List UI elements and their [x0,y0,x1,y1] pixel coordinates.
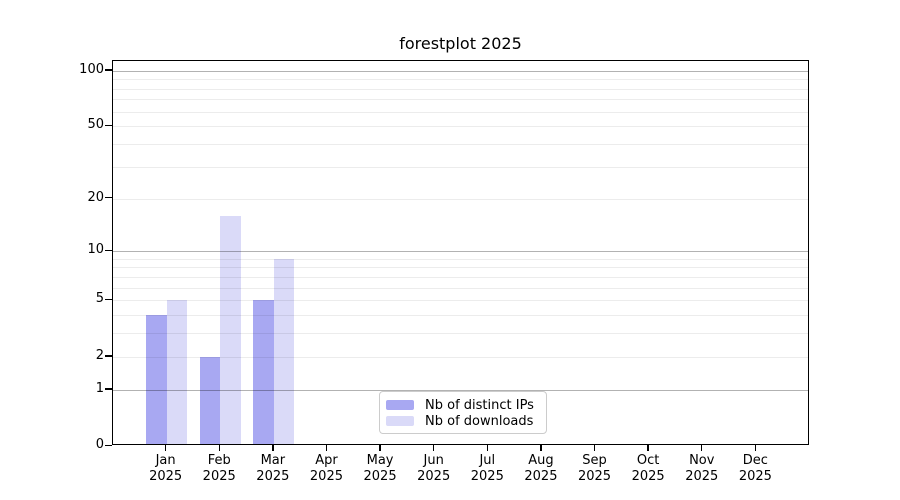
gridline-minor-20 [113,198,808,200]
y-tick-label-10: 10 [87,242,104,258]
x-tick-month: Jul [479,453,496,468]
bar-downloads-feb [220,215,241,444]
x-tick-year: 2025 [309,469,343,484]
bar-downloads-mar [273,258,295,444]
gridline-minor-60 [113,111,808,113]
gridline-minor-7 [113,276,808,278]
x-tick-mark-mar [272,445,274,451]
y-tick-mark-2 [105,355,112,357]
bar-distinct-ips-feb [199,356,221,444]
chart-title: forestplot 2025 [399,34,522,53]
x-tick-year: 2025 [363,469,397,484]
gridline-minor-40 [113,144,808,146]
gridline-minor-9 [113,258,808,260]
legend-swatch-distinct-ips [386,400,414,410]
x-tick-label-mar: Mar 2025 [233,453,313,485]
x-tick-year: 2025 [149,469,183,484]
x-tick-label-sep: Sep 2025 [555,453,635,485]
x-tick-year: 2025 [577,469,612,484]
gridline-minor-90 [113,79,808,81]
x-tick-mark-feb [218,445,220,451]
x-tick-label-nov: Nov 2025 [662,453,742,485]
plot-area [112,60,809,445]
bar-distinct-ips-jan [146,315,167,444]
x-tick-label-dec: Dec 2025 [715,453,795,485]
x-tick-label-jul: Jul 2025 [447,453,527,485]
y-tick-mark-0 [105,444,112,446]
x-tick-month: Dec [742,453,768,468]
x-tick-month: Mar [260,453,286,468]
x-tick-label-apr: Apr 2025 [286,453,366,485]
y-tick-label-0: 0 [95,437,104,452]
x-tick-month: Jun [423,453,444,468]
x-tick-mark-apr [325,445,328,451]
x-tick-year: 2025 [470,469,504,484]
x-tick-mark-aug [540,445,542,451]
y-tick-mark-20 [105,197,112,199]
y-tick-label-50: 50 [87,117,104,133]
legend-label-distinct-ips: Nb of distinct IPs [425,397,534,413]
x-tick-mark-sep [593,445,596,451]
x-tick-year: 2025 [631,469,665,484]
x-tick-label-oct: Oct 2025 [608,453,688,485]
x-tick-month: Aug [528,453,554,468]
x-tick-mark-jun [432,445,435,451]
x-tick-label-feb: Feb 2025 [179,453,259,485]
gridline-minor-3 [113,333,808,335]
y-tick-mark-100 [105,69,112,71]
gridline-minor-70 [113,99,808,101]
y-tick-label-2: 2 [95,347,104,363]
gridline-minor-6 [113,287,808,289]
x-tick-label-may: May 2025 [340,453,420,485]
x-tick-year: 2025 [524,469,558,484]
gridline-major-1 [113,389,808,391]
x-tick-year: 2025 [685,469,719,484]
y-tick-label-20: 20 [87,189,104,205]
x-tick-year: 2025 [738,469,772,484]
x-tick-year: 2025 [256,469,290,484]
legend-label-downloads: Nb of downloads [425,413,534,429]
x-tick-month: Feb [207,453,231,468]
gridline-minor-2 [113,356,808,358]
x-tick-label-aug: Aug 2025 [501,453,581,485]
x-tick-mark-nov [701,445,703,451]
y-tick-label-100: 100 [79,61,104,77]
y-tick-mark-10 [105,249,112,251]
x-tick-year: 2025 [202,469,236,484]
x-tick-mark-dec [754,445,757,451]
x-tick-month: Apr [315,453,338,468]
x-tick-label-jan: Jan 2025 [126,453,206,485]
x-tick-mark-jul [486,445,488,451]
y-tick-mark-50 [105,124,112,127]
x-tick-month: Oct [636,453,660,468]
x-tick-mark-jan [164,445,167,451]
x-tick-label-jun: Jun 2025 [394,453,474,485]
x-tick-month: May [366,453,394,468]
x-tick-mark-may [379,445,381,451]
legend-item-downloads: Nb of downloads [386,413,538,429]
y-tick-mark-1 [105,388,112,390]
gridline-major-100 [113,70,808,72]
legend-swatch-downloads [386,416,414,426]
gridline-minor-50 [113,126,808,128]
gridline-minor-5 [113,300,808,302]
y-tick-label-1: 1 [95,380,104,396]
y-tick-label-5: 5 [95,291,104,307]
x-tick-mark-oct [647,445,649,451]
x-tick-month: Sep [582,453,607,468]
x-tick-month: Jan [155,453,176,468]
x-tick-month: Nov [689,453,715,468]
y-tick-mark-5 [105,298,112,301]
gridline-minor-30 [113,166,808,168]
gridline-major-10 [113,251,808,253]
gridline-minor-80 [113,88,808,90]
bar-distinct-ips-mar [253,300,274,444]
legend-item-distinct-ips: Nb of distinct IPs [386,397,538,413]
gridline-minor-8 [113,267,808,269]
bar-downloads-jan [166,300,188,444]
gridline-minor-4 [113,315,808,317]
legend: Nb of distinct IPs Nb of downloads [379,391,547,434]
x-tick-year: 2025 [417,469,451,484]
